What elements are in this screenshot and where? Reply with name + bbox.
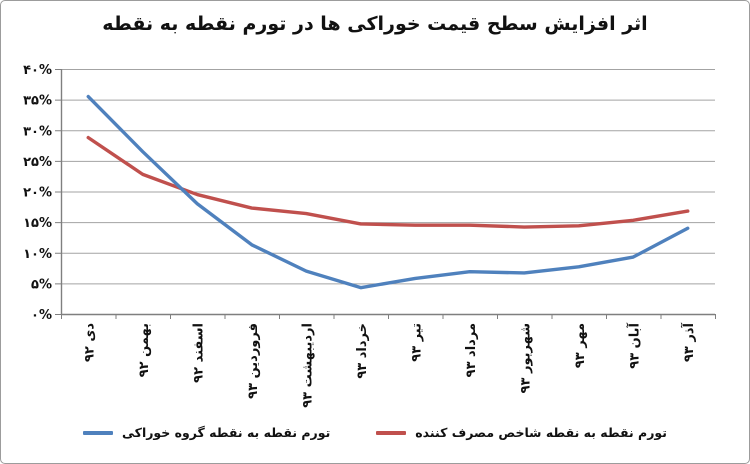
x-axis-label: مهر ۹۳ (573, 323, 588, 368)
chart-legend: تورم نقطه به نقطه گروه خوراکی تورم نقطه … (1, 425, 749, 440)
x-axis-label: دی ۹۲ (82, 323, 97, 362)
x-axis-label: بهمن ۹۲ (137, 323, 152, 377)
x-axis-label: خرداد ۹۳ (355, 323, 370, 379)
x-axis-label: مرداد ۹۳ (464, 323, 479, 377)
y-axis-label: ۱۰% (23, 247, 52, 262)
y-axis-label: ۵% (31, 277, 52, 292)
legend-swatch-food-line (83, 430, 114, 435)
x-axis-label: تیر ۹۳ (409, 323, 424, 362)
legend-label-food-group: تورم نقطه به نقطه گروه خوراکی (122, 425, 331, 440)
legend-label-cpi: تورم نقطه به نقطه شاخص مصرف کننده (415, 425, 667, 440)
x-axis-label: فروردین ۹۳ (246, 323, 261, 399)
chart-title: اثر افزایش سطح قیمت خوراکی ها در تورم نق… (102, 13, 648, 35)
x-axis-label: شهریور ۹۳ (518, 323, 533, 393)
y-axis-label: ۲۰% (23, 186, 52, 201)
y-axis-label: ۱۵% (23, 216, 52, 231)
y-axis-label: ۳۰% (23, 124, 52, 139)
series-line-food (86, 94, 690, 290)
legend-item-food-group: تورم نقطه به نقطه گروه خوراکی (83, 425, 330, 440)
series-line-cpi (86, 135, 690, 229)
x-axis-label: اسفند ۹۲ (191, 323, 206, 383)
y-axis-label: ۳۵% (23, 94, 52, 109)
x-axis-label: آبان ۹۳ (625, 322, 642, 368)
line-chart-plot-area: ۰% ۵% ۱۰% ۱۵% ۲۰% ۲۵% ۳۰% ۳۵% ۴۰% دی ۹۲ بهمن ۹۲ اسف… (23, 63, 716, 408)
legend-item-cpi: تورم نقطه به نقطه شاخص مصرف کننده (376, 425, 667, 440)
legend-swatch-cpi-line (376, 430, 407, 435)
y-axis-label: ۰% (31, 308, 52, 323)
y-axis-label: ۲۵% (23, 155, 52, 170)
x-axis-label: آذر ۹۳ (680, 322, 697, 362)
x-axis-label: اردیبهشت ۹۳ (300, 323, 315, 408)
y-axis-label: ۴۰% (23, 63, 52, 78)
